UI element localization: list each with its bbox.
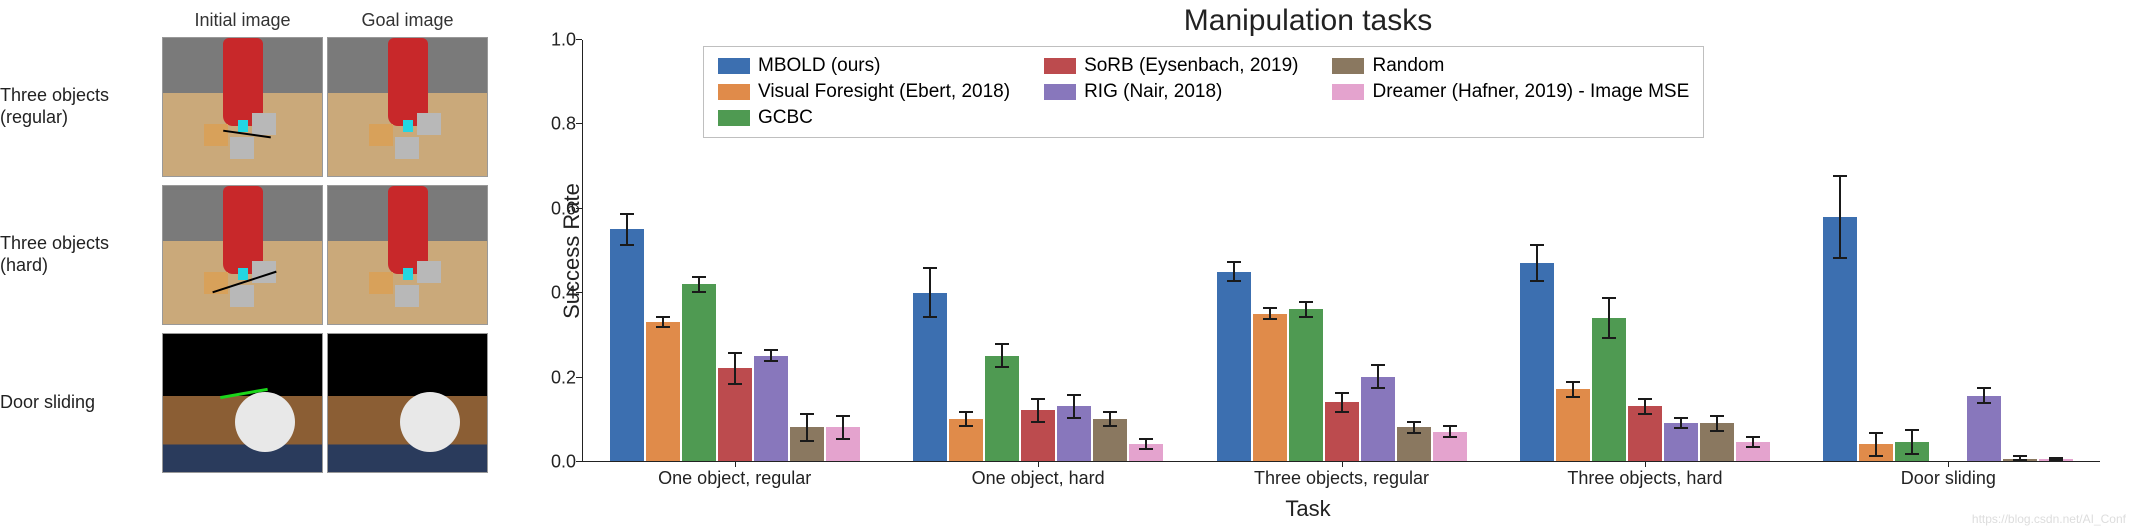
chart-panel: Manipulation tasks Success Rate 0.00.20.… — [500, 0, 2140, 532]
x-tick-label: Three objects, regular — [1190, 468, 1493, 489]
header-initial: Initial image — [160, 10, 325, 31]
legend-item: GCBC — [718, 107, 1010, 129]
x-tick-label: One object, regular — [583, 468, 886, 489]
goal-thumbnail — [327, 185, 488, 325]
legend-label: Visual Foresight (Ebert, 2018) — [758, 81, 1010, 103]
legend-swatch — [718, 58, 750, 74]
plot-frame: Success Rate 0.00.20.40.60.81.0 MBOLD (o… — [516, 40, 2100, 462]
initial-thumbnail — [162, 37, 323, 177]
legend-swatch — [718, 84, 750, 100]
bar — [646, 40, 680, 461]
bar — [1736, 40, 1770, 461]
legend-label: GCBC — [758, 107, 813, 129]
image-row-label: Door sliding — [0, 392, 160, 414]
bar — [1967, 40, 2001, 461]
legend-item: Dreamer (Hafner, 2019) - Image MSE — [1332, 81, 1689, 103]
y-tick-label: 0.8 — [551, 114, 576, 135]
initial-thumbnail — [162, 333, 323, 473]
bar — [1859, 40, 1893, 461]
legend-item: MBOLD (ours) — [718, 55, 1010, 77]
legend: MBOLD (ours) SoRB (Eysenbach, 2019) Random… — [703, 46, 1704, 138]
bar-group: Door sliding — [1797, 40, 2100, 461]
bar — [2039, 40, 2073, 461]
watermark: https://blog.csdn.net/AI_Conf — [1972, 512, 2126, 526]
image-row: Three objects(hard) — [0, 183, 490, 327]
goal-thumbnail — [327, 37, 488, 177]
y-tick-label: 0.4 — [551, 283, 576, 304]
image-column-headers: Initial image Goal image — [0, 10, 490, 31]
x-axis-label: Task — [516, 496, 2100, 522]
x-tick-label: Three objects, hard — [1493, 468, 1796, 489]
header-goal: Goal image — [325, 10, 490, 31]
y-tick-label: 0.0 — [551, 452, 576, 473]
image-row-label: Three objects(regular) — [0, 85, 160, 128]
legend-label: MBOLD (ours) — [758, 55, 880, 77]
image-row: Three objects(regular) — [0, 35, 490, 179]
y-tick-label: 0.6 — [551, 198, 576, 219]
legend-swatch — [1332, 58, 1364, 74]
y-tick-label: 1.0 — [551, 30, 576, 51]
y-tick-label: 0.2 — [551, 367, 576, 388]
legend-swatch — [1332, 84, 1364, 100]
initial-thumbnail — [162, 185, 323, 325]
x-tick-label: Door sliding — [1797, 468, 2100, 489]
legend-label: Dreamer (Hafner, 2019) - Image MSE — [1372, 81, 1689, 103]
plot-area: MBOLD (ours) SoRB (Eysenbach, 2019) Random… — [582, 40, 2100, 462]
legend-label: SoRB (Eysenbach, 2019) — [1084, 55, 1298, 77]
legend-swatch — [1044, 58, 1076, 74]
legend-label: Random — [1372, 55, 1444, 77]
legend-item: Random — [1332, 55, 1689, 77]
bar — [2003, 40, 2037, 461]
legend-item — [1332, 107, 1689, 129]
bar — [1823, 40, 1857, 461]
bar — [1895, 40, 1929, 461]
x-tick-label: One object, hard — [886, 468, 1189, 489]
legend-swatch — [1044, 84, 1076, 100]
legend-item — [1044, 107, 1298, 129]
legend-label: RIG (Nair, 2018) — [1084, 81, 1222, 103]
chart-title: Manipulation tasks — [516, 4, 2100, 38]
bar — [1700, 40, 1734, 461]
bar — [610, 40, 644, 461]
y-axis: Success Rate 0.00.20.40.60.81.0 — [516, 40, 582, 462]
image-row: Door sliding — [0, 331, 490, 475]
legend-item: SoRB (Eysenbach, 2019) — [1044, 55, 1298, 77]
image-row-label: Three objects(hard) — [0, 233, 160, 276]
goal-thumbnail — [327, 333, 488, 473]
legend-item: Visual Foresight (Ebert, 2018) — [718, 81, 1010, 103]
legend-swatch — [718, 110, 750, 126]
bar — [1931, 40, 1965, 461]
example-images-panel: Initial image Goal image Three objects(r… — [0, 0, 500, 532]
legend-item: RIG (Nair, 2018) — [1044, 81, 1298, 103]
